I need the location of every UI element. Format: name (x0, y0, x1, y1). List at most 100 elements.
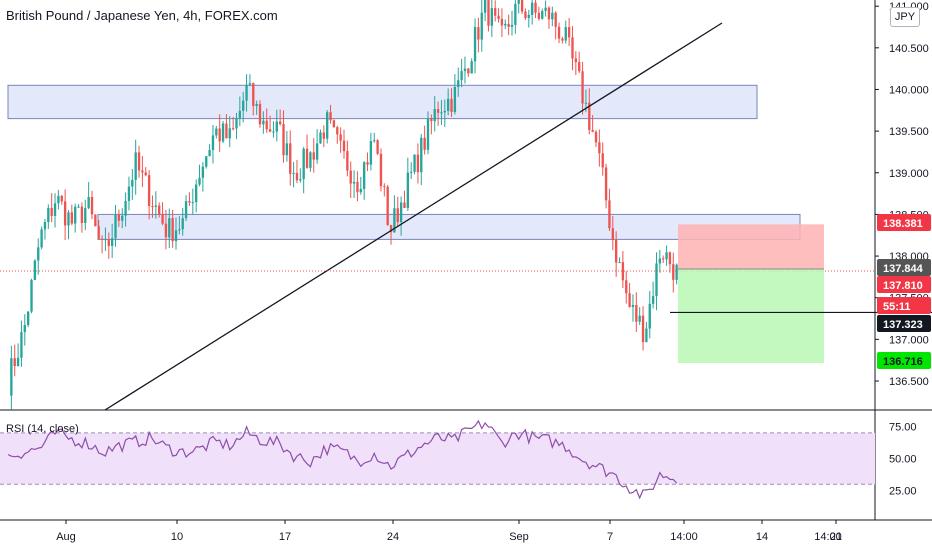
price-label-stop: 138.381 (883, 218, 923, 230)
candle-body (346, 151, 349, 171)
candle-body (655, 263, 658, 297)
candle-body (289, 143, 292, 174)
candle-body (43, 222, 47, 230)
candle-body (362, 162, 366, 189)
x-tick-label: 14:00 (670, 531, 698, 543)
candle-body (87, 197, 90, 209)
candle-body (524, 11, 527, 19)
candle-body (339, 134, 342, 141)
candle-body (127, 186, 131, 201)
candle-body (618, 262, 621, 264)
candle-body (221, 123, 225, 142)
candle-body (601, 153, 604, 168)
candle-body (336, 127, 339, 135)
candle-body (510, 24, 514, 27)
candle-body (658, 258, 662, 264)
candle-body (473, 27, 477, 62)
price-label-line: 137.323 (883, 319, 923, 331)
candle-body (662, 258, 665, 260)
candle-body (154, 205, 158, 207)
candle-body (413, 154, 416, 172)
candle-body (191, 202, 194, 204)
candle-body (40, 229, 43, 248)
candle-body (433, 109, 436, 122)
trend-line (104, 22, 723, 411)
candle-body (121, 215, 124, 221)
candle-body (490, 8, 494, 26)
rsi-tick-label: 50.00 (889, 454, 917, 466)
candle-body (574, 58, 578, 63)
x-tick-label: 17 (279, 531, 291, 543)
candle-body (262, 120, 265, 125)
candle-body (436, 109, 440, 113)
candle-body (541, 10, 544, 19)
candle-body (638, 315, 641, 322)
x-tick-label: Sep (509, 531, 529, 543)
candle-body (147, 175, 151, 207)
candle-body (329, 112, 332, 121)
candle-body (396, 208, 399, 223)
candle-body (33, 260, 37, 280)
candle-body (322, 132, 326, 139)
candle-body (463, 68, 467, 72)
y-tick-label: 136.500 (889, 376, 929, 388)
candle-body (393, 208, 396, 233)
candle-body (97, 226, 100, 239)
candle-body (628, 293, 631, 307)
candle-body (376, 140, 379, 154)
candle-body (578, 62, 581, 72)
candle-body (137, 152, 141, 171)
candle-body (591, 129, 594, 132)
candle-body (675, 264, 678, 280)
candle-body (520, 0, 524, 12)
rsi-line (7, 419, 678, 500)
candle-body (248, 83, 252, 85)
candle-body (631, 304, 635, 307)
x-tick-label: 14 (756, 531, 768, 543)
take-profit-zone (678, 269, 824, 364)
candle-body (194, 184, 198, 203)
candle-body (581, 71, 584, 104)
candle-body (268, 129, 272, 132)
candle-body (564, 27, 567, 41)
candle-body (225, 123, 228, 139)
candle-body (487, 0, 490, 26)
candle-body (635, 304, 638, 322)
candle-body (238, 110, 242, 118)
candle-body (104, 239, 107, 241)
candle-body (188, 201, 191, 203)
x-tick-label: 14:00 (814, 531, 842, 543)
candle-body (242, 100, 245, 111)
candle-body (292, 172, 295, 174)
x-tick-label: 21 (830, 531, 842, 543)
candle-body (588, 102, 591, 130)
candle-body (494, 8, 497, 16)
candle-body (53, 203, 57, 216)
candle-body (272, 131, 275, 133)
candle-body (651, 296, 655, 304)
candle-body (124, 200, 127, 216)
candle-body (594, 131, 598, 143)
candle-body (342, 140, 346, 152)
candle-body (440, 112, 443, 114)
rsi-band (0, 432, 875, 485)
candle-body (228, 128, 231, 139)
price-label-countdown: 55:11 (883, 301, 911, 313)
candle-body (161, 214, 164, 224)
candle-body (100, 238, 104, 240)
currency-button[interactable]: JPY (890, 7, 920, 27)
candle-body (80, 206, 84, 224)
candle-body (245, 84, 248, 101)
candle-body (389, 224, 393, 233)
x-tick-label: Aug (56, 531, 76, 543)
y-tick-label: 137.000 (889, 334, 929, 346)
candle-body (420, 137, 423, 173)
candle-body (319, 132, 322, 144)
candle-body (302, 148, 305, 180)
candle-body (544, 7, 547, 11)
price-label-current-bg (877, 276, 931, 293)
candle-body (295, 172, 299, 181)
candle-body (164, 223, 168, 238)
candle-body (309, 152, 312, 168)
